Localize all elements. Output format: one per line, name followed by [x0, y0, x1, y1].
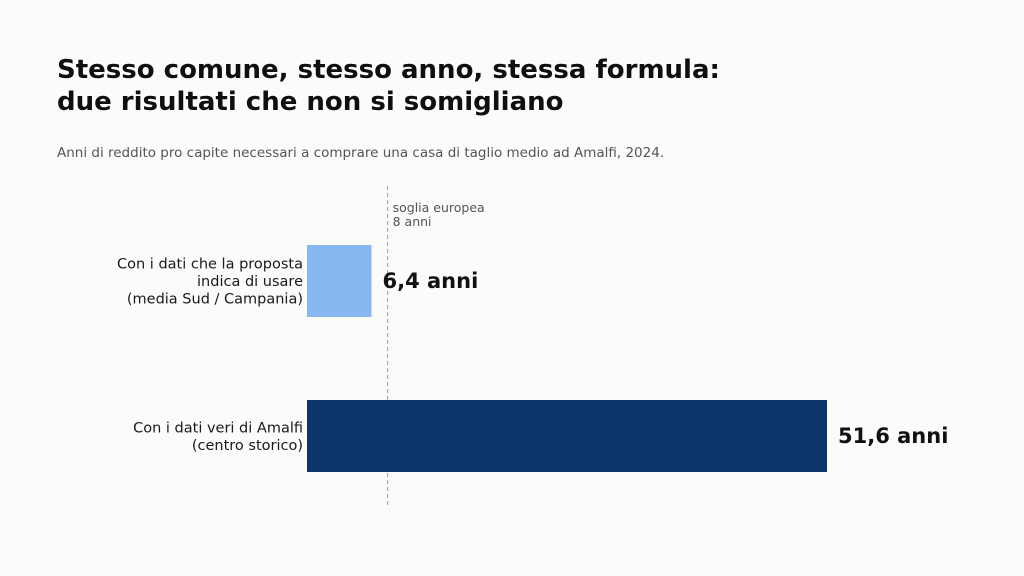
chart-title-line-2: due risultati che non si somigliano — [57, 87, 564, 117]
chart-title-line-1: Stesso comune, stesso anno, stessa formu… — [57, 55, 720, 85]
chart-title: Stesso comune, stesso anno, stessa formu… — [57, 54, 720, 118]
reference-line-label: 8 anni — [393, 214, 432, 229]
bar-value-label: 51,6 anni — [838, 424, 948, 448]
category-label: (media Sud / Campania) — [127, 292, 303, 308]
category-label: (centro storico) — [192, 438, 303, 454]
bar — [307, 400, 827, 472]
bar-value-label: 6,4 anni — [382, 269, 478, 293]
bar — [307, 245, 372, 317]
chart-subtitle: Anni di reddito pro capite necessari a c… — [57, 145, 665, 161]
reference-line-label: soglia europea — [393, 200, 485, 215]
category-label: indica di usare — [197, 274, 303, 290]
category-label: Con i dati che la proposta — [117, 257, 303, 273]
category-label: Con i dati veri di Amalfi — [133, 420, 303, 436]
